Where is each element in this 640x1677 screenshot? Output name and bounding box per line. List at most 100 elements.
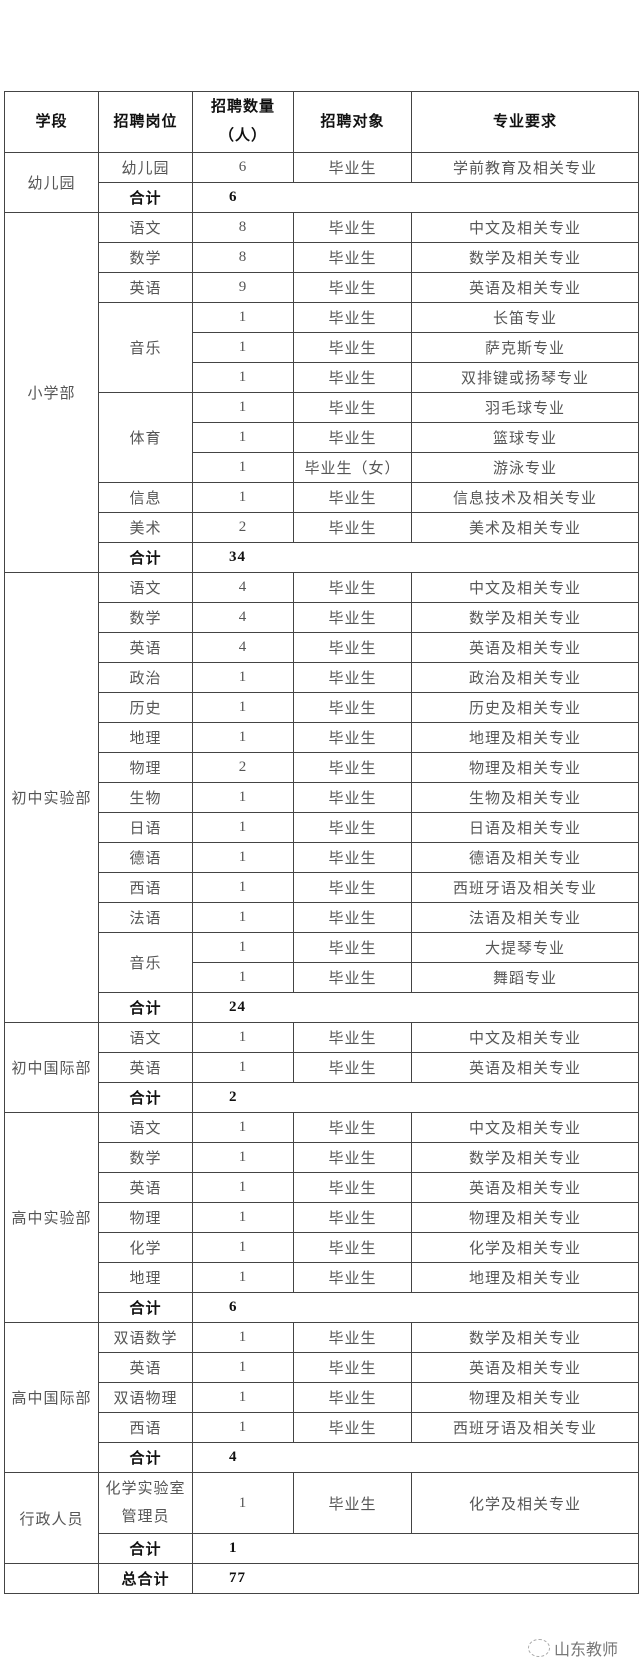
table-row: 小学部 语文 8 毕业生 中文及相关专业 (4, 212, 639, 573)
count-cell: 9 (192, 272, 294, 303)
subtotal-row: 合计 6 (5, 1292, 639, 1323)
header-row: 学段 招聘岗位 招聘数量 （人） 招聘对象 专业要求 (4, 91, 639, 153)
table-row: 日语 1 毕业生 日语及相关专业 (5, 812, 639, 843)
grand-total-value: 77 (192, 1563, 639, 1594)
major-cell: 化学及相关专业 (411, 1232, 639, 1263)
count-cell: 1 (192, 692, 294, 723)
subtotal-value: 4 (192, 1442, 639, 1473)
major-cell: 美术及相关专业 (411, 512, 639, 543)
position-name: 音乐 (98, 932, 193, 993)
position-name: 幼儿园 (98, 152, 193, 183)
major-cell: 信息技术及相关专业 (411, 482, 639, 513)
count-cell: 1 (192, 1412, 294, 1443)
position-name: 西语 (98, 872, 193, 903)
table-row: 行政人员 化学实验室管理员 1 毕业生 化学及相关专业 (4, 1472, 639, 1564)
count-cell: 1 (192, 1142, 294, 1173)
count-cell: 4 (192, 572, 294, 603)
major-cell: 西班牙语及相关专业 (411, 872, 639, 903)
section-name: 小学部 (4, 212, 99, 573)
target-cell: 毕业生 (293, 1472, 412, 1534)
table-row: 英语 1 毕业生 英语及相关专业 (5, 1052, 639, 1083)
target-cell: 毕业生 (293, 1232, 412, 1263)
position-name: 历史 (98, 692, 193, 723)
major-cell: 物理及相关专业 (411, 1202, 639, 1233)
position-name: 地理 (98, 722, 193, 753)
count-cell: 1 (192, 662, 294, 693)
count-cell: 1 (192, 722, 294, 753)
subtotal-row: 合计 6 (5, 182, 639, 213)
major-cell: 物理及相关专业 (411, 752, 639, 783)
major-cell: 政治及相关专业 (411, 662, 639, 693)
grand-total-empty (4, 1563, 99, 1594)
target-cell: 毕业生 (293, 602, 412, 633)
count-cell: 1 (192, 1052, 294, 1083)
wechat-icon (527, 1639, 550, 1657)
count-cell: 1 (192, 482, 294, 513)
position-name: 双语数学 (98, 1322, 193, 1353)
major-cell: 地理及相关专业 (411, 722, 639, 753)
major-cell: 英语及相关专业 (411, 1052, 639, 1083)
table-row: 西语 1 毕业生 西班牙语及相关专业 (5, 872, 639, 903)
table-row: 物理 2 毕业生 物理及相关专业 (5, 752, 639, 783)
target-cell: 毕业生 (293, 932, 412, 963)
count-cell: 1 (192, 812, 294, 843)
target-cell: 毕业生 (293, 152, 412, 183)
recruitment-table: 学段 招聘岗位 招聘数量 （人） 招聘对象 专业要求 幼儿园 幼儿园 6 毕业生 学前教育… (4, 91, 639, 1594)
count-cell: 8 (192, 242, 294, 273)
count-cell: 1 (192, 302, 294, 333)
table-row: 英语 1 毕业生 英语及相关专业 (5, 1352, 639, 1383)
major-cell: 长笛专业 (411, 302, 639, 333)
major-cell: 数学及相关专业 (411, 1322, 639, 1353)
subtotal-label: 合计 (98, 1442, 193, 1473)
subtotal-value: 6 (192, 182, 639, 213)
target-cell: 毕业生 (293, 1172, 412, 1203)
target-cell: 毕业生 (293, 1022, 412, 1053)
table-row: 初中国际部 语文 1 毕业生 中文及相关专业 (4, 1022, 639, 1113)
watermark-text: 山东教师 (553, 1640, 618, 1659)
count-cell: 1 (192, 1352, 294, 1383)
position-name: 美术 (98, 512, 193, 543)
target-cell: 毕业生 (293, 1142, 412, 1173)
subtotal-label: 合计 (98, 992, 193, 1023)
major-cell: 英语及相关专业 (411, 632, 639, 663)
table-row: 1 毕业生（女） 游泳专业 (5, 452, 639, 483)
target-cell: 毕业生 (293, 632, 412, 663)
target-cell: 毕业生 (293, 692, 412, 723)
table-row: 英语 4 毕业生 英语及相关专业 (5, 632, 639, 663)
position-name: 体育 (98, 392, 193, 483)
table-row: 美术 2 毕业生 美术及相关专业 (5, 512, 639, 543)
subtotal-label: 合计 (98, 542, 193, 573)
table-row: 地理 1 毕业生 地理及相关专业 (5, 1262, 639, 1293)
position-name: 英语 (98, 1052, 193, 1083)
target-cell: 毕业生 (293, 1352, 412, 1383)
position-name: 语文 (98, 212, 193, 243)
section-name: 初中国际部 (4, 1022, 99, 1113)
table-row: 法语 1 毕业生 法语及相关专业 (5, 902, 639, 933)
major-cell: 德语及相关专业 (411, 842, 639, 873)
count-cell: 4 (192, 602, 294, 633)
position-name: 英语 (98, 272, 193, 303)
table-row: 地理 1 毕业生 地理及相关专业 (5, 722, 639, 753)
header-count: 招聘数量 （人） (192, 91, 294, 153)
table-row: 数学 8 毕业生 数学及相关专业 (5, 242, 639, 273)
count-cell: 1 (192, 1172, 294, 1203)
major-cell: 数学及相关专业 (411, 602, 639, 633)
position-name: 政治 (98, 662, 193, 693)
subtotal-row: 合计 1 (5, 1533, 639, 1564)
position-name: 双语物理 (98, 1382, 193, 1413)
grand-total-label: 总合计 (98, 1563, 193, 1594)
target-cell: 毕业生 (293, 1262, 412, 1293)
major-cell: 物理及相关专业 (411, 1382, 639, 1413)
count-cell: 2 (192, 512, 294, 543)
grand-total-row: 总合计 77 (4, 1563, 639, 1594)
major-cell: 中文及相关专业 (411, 1022, 639, 1053)
position-name: 西语 (98, 1412, 193, 1443)
count-cell: 1 (192, 1382, 294, 1413)
table-row: 政治 1 毕业生 政治及相关专业 (5, 662, 639, 693)
position-name: 英语 (98, 1352, 193, 1383)
section-name: 初中实验部 (4, 572, 99, 1023)
major-cell: 化学及相关专业 (411, 1472, 639, 1534)
table-row: 英语 9 毕业生 英语及相关专业 (5, 272, 639, 303)
count-cell: 1 (192, 932, 294, 963)
count-cell: 1 (192, 902, 294, 933)
